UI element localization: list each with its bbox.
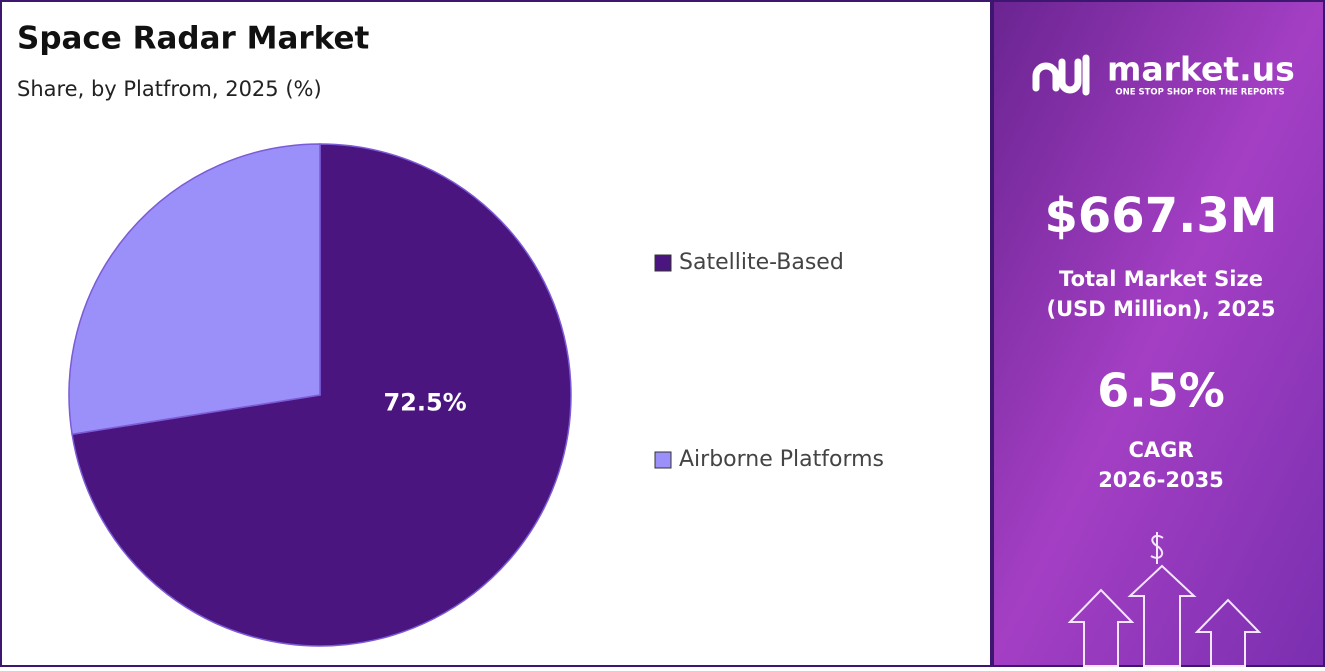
market-size: $667.3M [1045, 188, 1278, 244]
side-panel [990, 2, 1323, 665]
legend-swatch [654, 254, 672, 272]
data-label: 72.5% [383, 388, 466, 416]
divider [990, 2, 994, 665]
legend-label: Satellite-Based [679, 250, 844, 275]
chart-title: Space Radar Market [17, 21, 369, 57]
tagline: ONE STOP SHOP FOR THE REPORTS [1115, 88, 1284, 98]
chart-subtitle: Share, by Platfrom, 2025 (%) [17, 77, 322, 101]
legend-swatch [654, 451, 672, 469]
pie: 72.5% [68, 143, 572, 647]
market-size-label: Total Market Size [1059, 267, 1263, 291]
cagr: 6.5% [1097, 364, 1225, 418]
logo-icon [1032, 54, 1090, 96]
cagr-label: 2026-2035 [1098, 468, 1224, 492]
market-size-label: (USD Million), 2025 [1047, 297, 1276, 321]
brand: market.us [1107, 50, 1295, 89]
legend: Satellite-Based Airborne Platforms [654, 250, 884, 472]
decor-arrows [1067, 532, 1262, 667]
pie-slice [71, 143, 572, 647]
legend-label: Airborne Platforms [679, 447, 884, 472]
pie-slice [68, 143, 321, 436]
cagr-label: CAGR [1128, 438, 1193, 462]
